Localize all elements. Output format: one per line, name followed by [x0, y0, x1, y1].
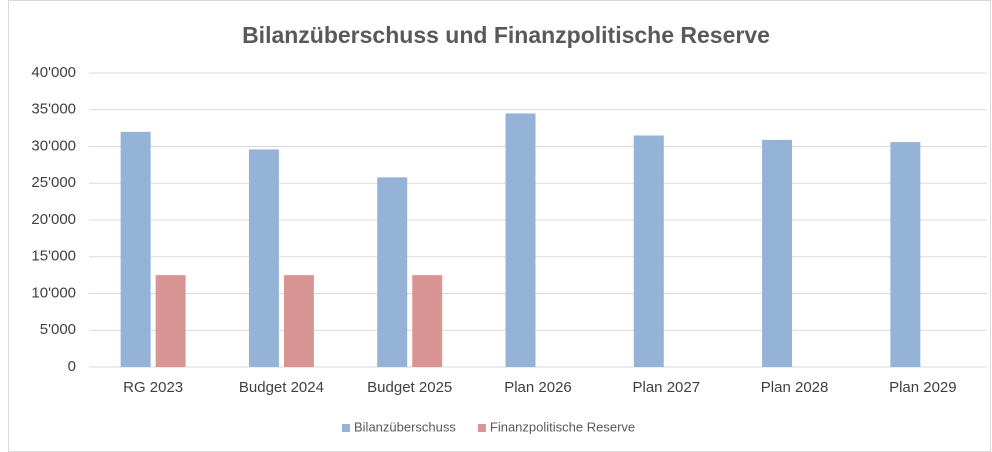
legend-swatch: [477, 424, 486, 432]
bar: [120, 131, 151, 367]
x-tick-label: Plan 2027: [633, 379, 701, 396]
x-tick-label: Budget 2024: [239, 379, 324, 396]
chart-frame: [8, 0, 991, 452]
chart-title: Bilanzüberschuss und Finanzpolitische Re…: [242, 22, 770, 48]
x-tick-label: Budget 2025: [367, 379, 452, 396]
bar: [505, 113, 536, 367]
y-tick-label: 5'000: [40, 321, 76, 338]
y-tick-label: 25'000: [31, 174, 76, 191]
bar: [762, 139, 793, 367]
bar: [283, 275, 314, 367]
legend-swatch: [342, 424, 350, 432]
y-tick-label: 15'000: [31, 248, 76, 265]
x-tick-label: Plan 2028: [761, 379, 829, 396]
x-tick-label: Plan 2026: [504, 379, 572, 396]
x-tick-label: RG 2023: [123, 379, 183, 396]
legend-label: Bilanzüberschuss: [354, 419, 456, 434]
y-tick-label: 35'000: [31, 101, 76, 118]
bar: [155, 275, 186, 367]
y-tick-label: 20'000: [31, 211, 76, 228]
bar: [633, 135, 664, 367]
legend-label: Finanzpolitische Reserve: [490, 419, 635, 434]
bar: [412, 275, 443, 367]
bar: [890, 142, 921, 367]
y-tick-label: 10'000: [31, 284, 76, 301]
y-tick-label: 40'000: [31, 64, 76, 81]
bar: [248, 149, 279, 367]
x-tick-label: Plan 2029: [889, 379, 957, 396]
y-tick-label: 0: [68, 358, 76, 375]
y-tick-label: 30'000: [31, 137, 76, 154]
bar: [377, 177, 408, 367]
